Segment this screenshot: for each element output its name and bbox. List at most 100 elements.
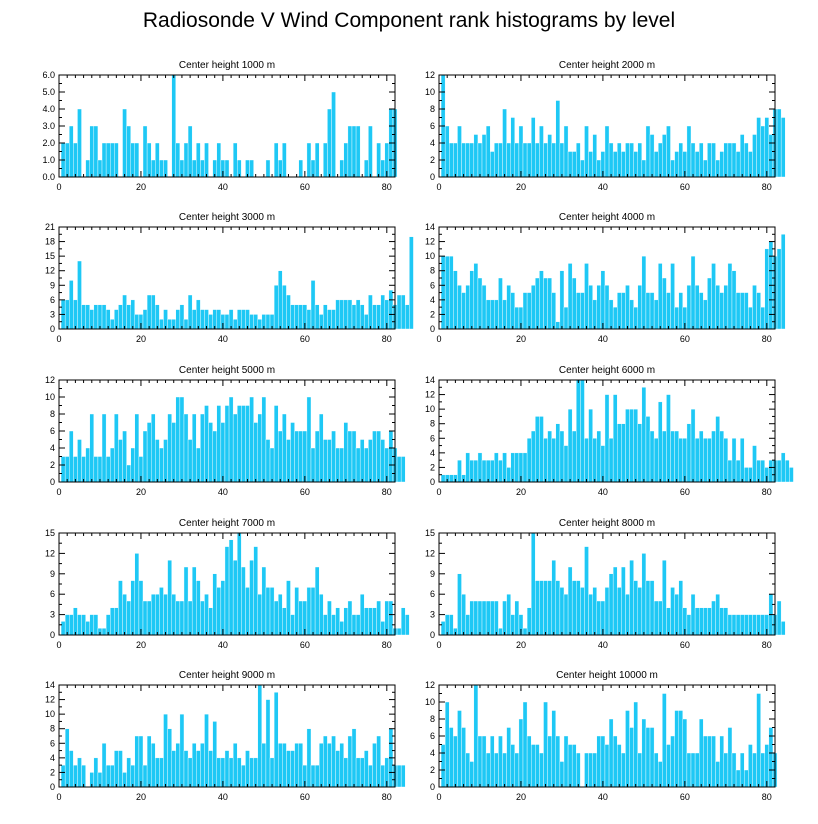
- histogram-bar: [580, 292, 585, 330]
- histogram-bar: [208, 422, 213, 483]
- y-tick-label: 15: [45, 528, 55, 538]
- histogram-bar: [604, 587, 610, 636]
- histogram-bar: [752, 445, 757, 483]
- histogram-bar: [531, 532, 536, 636]
- histogram-bar: [212, 573, 217, 636]
- histogram-bar: [310, 280, 316, 330]
- x-tick-label: 60: [680, 792, 690, 802]
- histogram-bar: [715, 416, 720, 483]
- histogram-bar: [245, 587, 250, 636]
- histogram-bar: [637, 587, 643, 636]
- histogram-bar: [506, 142, 511, 178]
- histogram-bar: [306, 728, 312, 788]
- histogram-bar: [237, 757, 242, 788]
- histogram-bar: [760, 125, 765, 178]
- histogram-bar: [539, 125, 544, 178]
- y-tick-label: 12: [45, 695, 55, 705]
- histogram-bar: [608, 142, 614, 178]
- histogram-bar: [175, 743, 181, 788]
- histogram-bar: [494, 142, 499, 178]
- histogram-bar: [126, 600, 131, 636]
- y-tick-label: 6: [430, 121, 435, 131]
- histogram-bar: [150, 294, 156, 330]
- histogram-bar: [604, 125, 610, 178]
- histogram-bar: [596, 159, 602, 178]
- histogram-bar: [314, 764, 320, 788]
- histogram-bar: [535, 580, 540, 636]
- histogram-bar: [400, 294, 406, 330]
- histogram-bar: [294, 743, 299, 788]
- histogram-bar: [510, 117, 516, 178]
- histogram-bar: [653, 299, 659, 330]
- histogram-bar: [118, 439, 123, 483]
- x-tick-label: 40: [598, 334, 608, 344]
- histogram-bar: [629, 727, 634, 788]
- histogram-bar: [64, 299, 70, 330]
- histogram-bar: [625, 408, 630, 483]
- histogram-bar: [752, 285, 757, 330]
- y-tick-label: 8: [430, 419, 435, 429]
- histogram-bar: [473, 134, 479, 178]
- histogram-bar: [224, 546, 230, 636]
- x-tick-label: 60: [300, 182, 310, 192]
- histogram-bar: [473, 600, 479, 636]
- histogram-bar: [711, 600, 716, 636]
- histogram-bar: [368, 439, 373, 483]
- histogram-bar: [351, 728, 357, 788]
- x-tick-label: 0: [436, 792, 441, 802]
- histogram-bar: [469, 600, 475, 636]
- histogram-bar: [134, 314, 140, 330]
- histogram-panel-7: Center height 7000 m 0 20 40 60 80 0 3 6 9 12 15: [45, 518, 410, 650]
- histogram-bar: [678, 142, 684, 178]
- x-tick-label: 20: [516, 487, 526, 497]
- y-tick-label: 10: [45, 709, 55, 719]
- histogram-bar: [707, 438, 712, 483]
- histogram-bar: [699, 718, 704, 788]
- histogram-bar: [220, 422, 226, 483]
- histogram-bar: [294, 304, 299, 330]
- histogram-bar: [735, 151, 741, 178]
- histogram-bar: [142, 309, 148, 330]
- x-tick-label: 80: [382, 792, 392, 802]
- histogram-bar: [723, 752, 729, 788]
- histogram-bar: [739, 614, 745, 636]
- histogram-bar: [449, 614, 454, 636]
- y-tick-label: 14: [45, 680, 55, 690]
- histogram-bar: [183, 750, 189, 788]
- histogram-bar: [485, 459, 491, 483]
- histogram-bar: [298, 600, 304, 636]
- histogram-bar: [376, 304, 381, 330]
- histogram-bar: [498, 735, 503, 788]
- y-tick-label: 6.0: [42, 70, 55, 80]
- histogram-bar: [686, 423, 692, 483]
- histogram-bar: [703, 607, 708, 636]
- histogram-bar: [485, 125, 491, 178]
- histogram-bar: [485, 752, 491, 788]
- histogram-bar: [748, 614, 753, 636]
- histogram-bar: [208, 750, 213, 788]
- histogram-bar: [477, 452, 483, 483]
- histogram-bar: [224, 405, 230, 483]
- histogram-bar: [126, 464, 131, 483]
- histogram-bar: [159, 159, 164, 178]
- histogram-bar: [294, 430, 299, 483]
- histogram-bar: [339, 159, 344, 178]
- histogram-bar: [265, 314, 271, 330]
- histogram-bar: [163, 594, 168, 636]
- histogram-bar: [531, 117, 536, 178]
- histogram-bar: [785, 459, 790, 483]
- histogram-bar: [319, 413, 324, 483]
- histogram-bar: [707, 142, 712, 178]
- histogram-bar: [224, 750, 230, 788]
- y-tick-label: 9: [50, 569, 55, 579]
- histogram-bar: [494, 752, 499, 788]
- histogram-bar: [662, 134, 667, 178]
- histogram-bar: [678, 438, 684, 483]
- y-tick-label: 0: [430, 172, 435, 182]
- histogram-bar: [187, 294, 193, 330]
- histogram-bar: [440, 474, 446, 483]
- histogram-bar: [543, 142, 548, 178]
- histogram-bar: [686, 614, 692, 636]
- histogram-bar: [473, 684, 479, 788]
- histogram-bar: [547, 430, 552, 483]
